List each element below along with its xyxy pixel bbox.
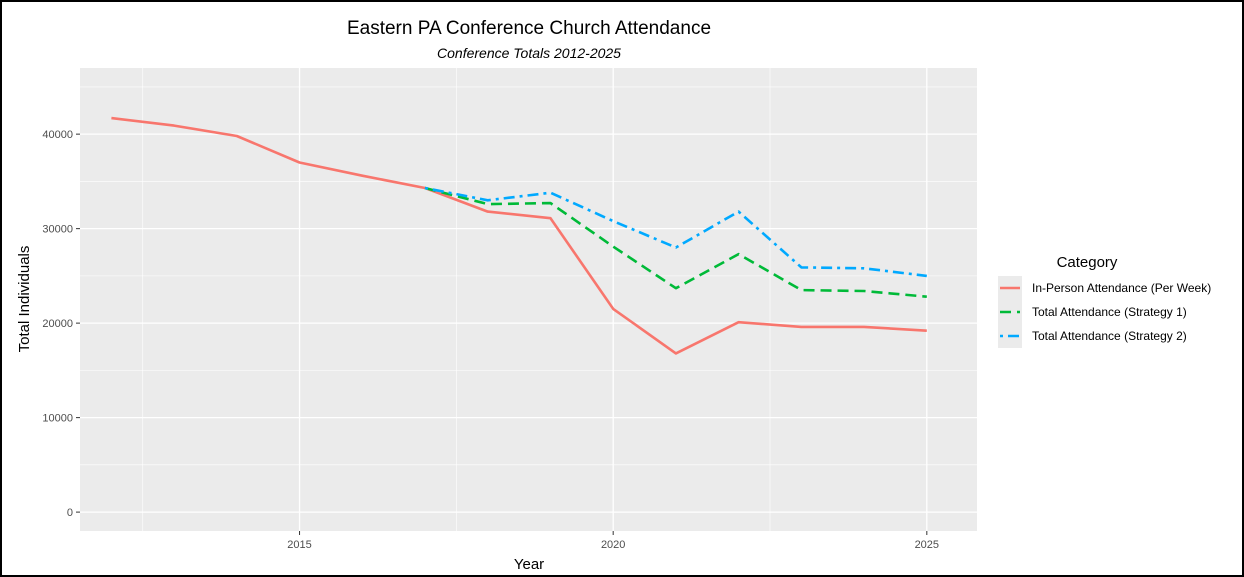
series-layer [111, 116, 927, 355]
chart-title: Eastern PA Conference Church Attendance [347, 18, 711, 39]
y-tick-label: 0 [67, 507, 73, 519]
chart-subtitle: Conference Totals 2012-2025 [437, 45, 621, 61]
series-line-2 [424, 186, 927, 298]
y-tick-label: 30000 [42, 224, 73, 236]
y-tick-label: 10000 [42, 413, 73, 425]
major-grid [80, 68, 977, 531]
legend-label-1: In-Person Attendance (Per Week) [1032, 281, 1211, 295]
plot-panel [80, 68, 977, 531]
legend-label-3: Total Attendance (Strategy 2) [1032, 329, 1187, 343]
y-tick-label: 40000 [42, 129, 73, 141]
legend-title: Category [1057, 254, 1118, 271]
x-axis-title: Year [514, 556, 544, 573]
minor-grid [80, 68, 977, 531]
series-line-3 [424, 186, 927, 278]
x-tick-label: 2015 [287, 539, 311, 551]
legend-label-2: Total Attendance (Strategy 1) [1032, 305, 1187, 319]
y-axis-title: Total Individuals [16, 246, 33, 353]
x-axis-ticks: 2015 2020 2025 [287, 531, 939, 551]
x-tick-label: 2025 [915, 539, 939, 551]
y-axis-ticks: 0 10000 20000 30000 40000 [42, 129, 80, 519]
legend-items: In-Person Attendance (Per Week) Total Att… [1000, 281, 1211, 343]
x-tick-label: 2020 [601, 539, 625, 551]
series-line-1 [111, 116, 927, 355]
y-tick-label: 20000 [42, 318, 73, 330]
legend: Category In-Person Attendance (Per Week)… [998, 254, 1211, 348]
